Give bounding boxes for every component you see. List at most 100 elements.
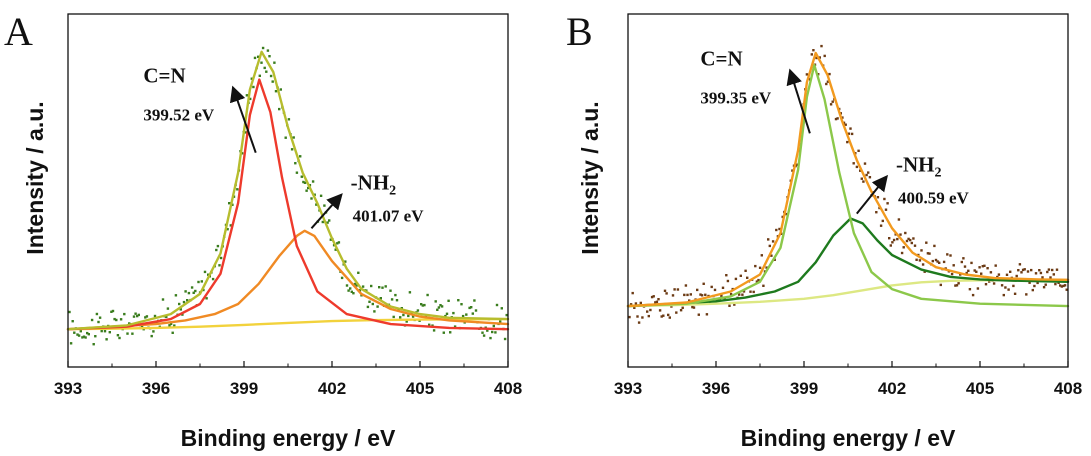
panel-b-y-axis-title: Intensity / a.u.: [577, 101, 603, 254]
raw-data-point: [408, 291, 412, 294]
raw-data-point: [741, 293, 744, 296]
raw-data-point: [368, 300, 371, 303]
raw-data-point: [1042, 286, 1046, 289]
raw-data-point: [867, 171, 870, 174]
raw-data-point: [897, 218, 901, 221]
raw-data-point: [71, 320, 74, 323]
raw-data-point: [912, 237, 915, 240]
panel-b-raw-points: [628, 44, 1068, 324]
x-tick-label: 393: [614, 379, 642, 398]
raw-data-point: [997, 273, 1001, 276]
annotation-arrow: [230, 85, 257, 154]
raw-data-point: [449, 331, 452, 334]
raw-data-point: [253, 56, 257, 60]
raw-data-point: [1009, 270, 1012, 273]
raw-data-point: [900, 251, 904, 255]
raw-data-point: [1034, 272, 1038, 275]
raw-data-point: [791, 169, 794, 172]
raw-data-point: [634, 302, 638, 305]
raw-data-point: [115, 318, 118, 322]
raw-data-point: [486, 329, 489, 332]
raw-data-point: [460, 303, 463, 306]
raw-data-point: [295, 171, 299, 174]
raw-data-point: [884, 208, 888, 211]
raw-data-point: [350, 290, 353, 293]
raw-data-point: [495, 303, 499, 307]
raw-data-point: [390, 298, 394, 301]
raw-data-point: [925, 241, 928, 244]
raw-data-point: [828, 72, 831, 76]
raw-data-point: [773, 258, 776, 261]
raw-data-point: [131, 332, 134, 335]
raw-data-point: [988, 280, 991, 283]
raw-data-point: [728, 304, 731, 307]
raw-data-point: [967, 269, 970, 272]
raw-data-point: [491, 330, 494, 334]
raw-data-point: [960, 260, 963, 264]
panel-b-annotations: C=N 399.35 eV -NH2 400.59 eV: [700, 47, 970, 215]
raw-data-point: [975, 270, 978, 273]
raw-data-point: [1039, 271, 1043, 275]
raw-data-point: [453, 325, 457, 328]
raw-data-point: [144, 316, 147, 319]
raw-data-point: [153, 314, 157, 318]
raw-data-point: [1054, 282, 1057, 286]
raw-data-point: [313, 193, 316, 196]
raw-data-point: [321, 220, 324, 224]
raw-data-point: [891, 241, 894, 244]
raw-data-point: [465, 313, 468, 316]
raw-data-point: [1063, 284, 1067, 287]
raw-data-point: [347, 289, 350, 292]
raw-data-point: [892, 238, 896, 242]
raw-data-point: [1062, 284, 1065, 288]
raw-data-point: [482, 334, 486, 337]
raw-data-point: [886, 202, 889, 205]
x-tick-label: 396: [142, 379, 170, 398]
raw-data-point: [461, 314, 465, 318]
raw-data-point: [203, 270, 207, 274]
raw-data-point: [294, 162, 297, 165]
raw-data-point: [978, 266, 981, 269]
peak-annotation-1: -NH2 400.59 eV: [856, 152, 970, 215]
raw-data-point: [965, 271, 968, 275]
raw-data-point: [228, 202, 231, 205]
raw-data-point: [73, 331, 76, 334]
raw-data-point: [378, 286, 381, 289]
panel-a-raw-points: [68, 46, 508, 346]
raw-data-point: [963, 265, 967, 268]
raw-data-point: [641, 316, 644, 319]
raw-data-point: [358, 289, 362, 292]
raw-data-point: [928, 252, 931, 255]
raw-data-point: [174, 294, 178, 297]
raw-data-point: [326, 221, 329, 224]
raw-data-point: [440, 305, 444, 308]
raw-data-point: [992, 282, 996, 285]
raw-data-point: [699, 293, 702, 296]
raw-data-point: [968, 288, 972, 291]
raw-data-point: [849, 127, 852, 130]
raw-data-point: [923, 270, 926, 273]
raw-data-point: [182, 300, 186, 304]
x-tick-label: 405: [406, 379, 434, 398]
raw-data-point: [733, 303, 736, 306]
raw-data-point: [1044, 283, 1047, 286]
annotation-value-label: 399.52 eV: [143, 106, 215, 125]
raw-data-point: [1059, 284, 1062, 287]
raw-data-point: [245, 94, 249, 97]
raw-data-point: [865, 173, 868, 177]
raw-data-point: [876, 196, 880, 199]
raw-data-point: [933, 244, 936, 248]
raw-data-point: [710, 285, 713, 289]
raw-data-point: [921, 263, 925, 266]
raw-data-point: [899, 233, 902, 236]
raw-data-point: [126, 332, 129, 335]
panel-a-frame: [67, 13, 509, 368]
raw-data-point: [231, 203, 234, 206]
raw-data-point: [1026, 270, 1030, 273]
raw-data-point: [503, 337, 507, 341]
raw-data-point: [1065, 288, 1068, 291]
raw-data-point: [274, 90, 278, 93]
raw-data-point: [278, 107, 281, 111]
raw-data-point: [310, 197, 313, 200]
raw-data-point: [784, 212, 788, 216]
